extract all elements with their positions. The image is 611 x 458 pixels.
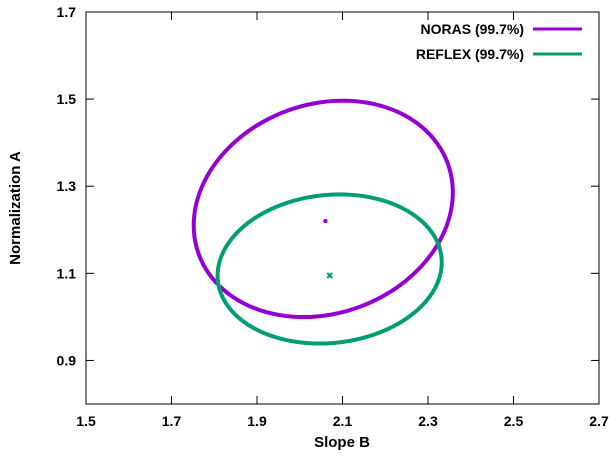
contour-reflex <box>215 192 444 346</box>
x-tick-label: 2.1 <box>333 413 353 429</box>
y-tick-label: 1.1 <box>57 265 77 281</box>
series-layer <box>191 98 455 346</box>
x-tick-label: 1.7 <box>162 413 182 429</box>
y-tick-label: 0.9 <box>57 352 77 368</box>
axis-ticks: 1.5 1.7 1.9 2.1 2.3 2.5 2.7 0.9 1.1 1.3 1.5 1.7 <box>57 4 609 429</box>
y-tick-label: 1.3 <box>57 178 77 194</box>
contour-noras <box>191 98 455 320</box>
y-tick-label: 1.7 <box>57 4 77 20</box>
best-fit-point-reflex <box>326 272 333 279</box>
best-fit-point-noras <box>323 218 328 224</box>
x-tick-label: 2.5 <box>504 413 524 429</box>
legend-label-noras: NORAS (99.7%) <box>421 21 524 37</box>
legend: NORAS (99.7%) REFLEX (99.7%) <box>416 21 582 62</box>
legend-label-reflex: REFLEX (99.7%) <box>416 46 524 62</box>
x-tick-label: 2.7 <box>589 413 609 429</box>
x-axis-title: Slope B <box>314 434 370 451</box>
x-tick-label: 2.3 <box>418 413 438 429</box>
x-tick-label: 1.5 <box>76 413 96 429</box>
y-tick-label: 1.5 <box>57 91 77 107</box>
y-axis-title: Normalization A <box>7 151 24 265</box>
plot-frame <box>85 11 600 405</box>
x-tick-label: 1.9 <box>247 413 267 429</box>
